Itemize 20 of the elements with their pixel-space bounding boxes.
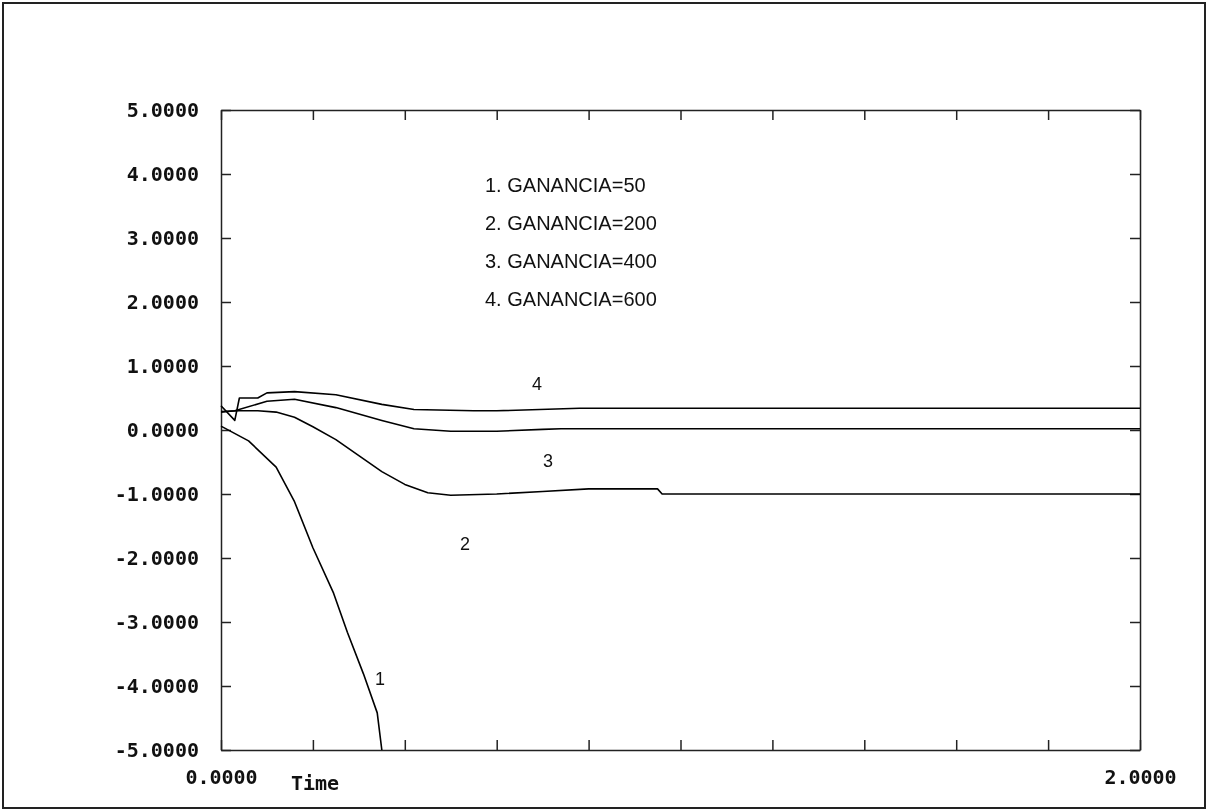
annotation: 3	[542, 450, 554, 471]
y-tick-label: 0.0000	[126, 417, 199, 442]
y-tick-label: 4.0000	[126, 161, 199, 186]
x-axis-title: Time	[291, 771, 340, 795]
y-tick-label: -5.0000	[114, 737, 199, 762]
annotation: 3. GANANCIA=400	[485, 250, 657, 272]
y-tick-label: -2.0000	[114, 545, 199, 570]
annotation: 2. GANANCIA=200	[485, 212, 657, 234]
y-tick-label: -4.0000	[114, 673, 199, 698]
y-tick-label: 3.0000	[126, 225, 199, 250]
annotation: 2	[459, 533, 471, 554]
annotation: 1. GANANCIA=50	[485, 174, 646, 196]
y-tick-label: -3.0000	[114, 609, 199, 634]
y-tick-label: 2.0000	[126, 289, 199, 314]
y-tick-label: 5.0000	[126, 97, 199, 122]
y-tick-label: 1.0000	[126, 353, 199, 378]
annotation: 4. GANANCIA=600	[485, 288, 657, 310]
annotation: 1	[374, 668, 386, 689]
y-tick-label: -1.0000	[114, 481, 199, 506]
annotation: 4	[531, 373, 543, 394]
